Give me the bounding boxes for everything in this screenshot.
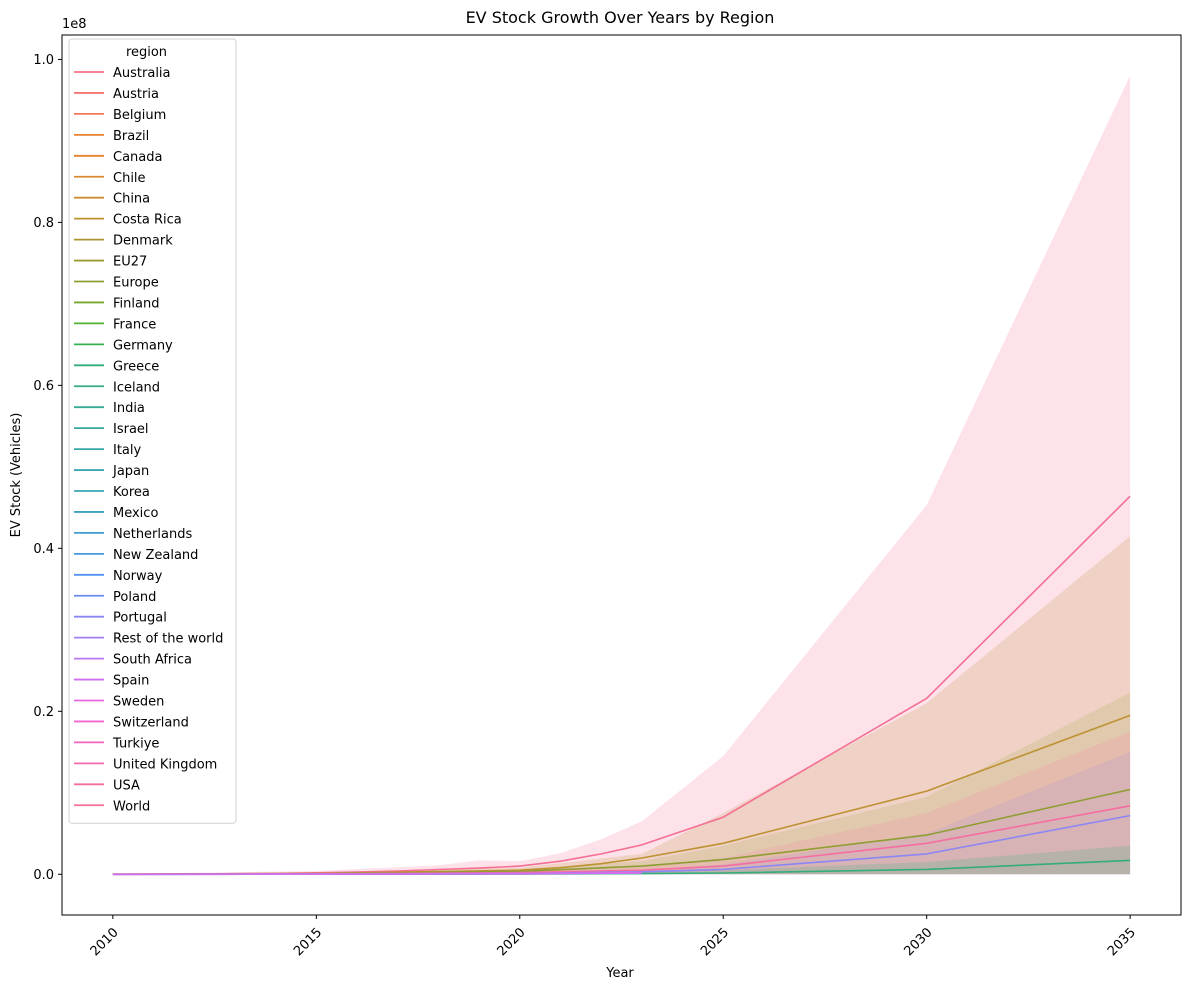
band-greece <box>112 845 1131 875</box>
legend: region Australia Austria Belgium Brazil Canad… <box>68 38 237 824</box>
y-tick-label: 0.6 <box>33 379 54 394</box>
legend-label-greece: Greece <box>113 359 159 374</box>
x-axis: 2010 2015 2020 2025 2030 2035 <box>88 915 1139 959</box>
legend-label-norway: Norway <box>113 569 163 584</box>
legend-label-japan: Japan <box>112 464 149 479</box>
y-tick-label: 0.0 <box>33 868 54 883</box>
legend-label-denmark: Denmark <box>113 234 173 249</box>
plot-frame <box>61 34 1182 916</box>
legend-label-sweden: Sweden <box>113 695 164 710</box>
band-world <box>112 75 1131 875</box>
legend-label-new-zealand: New Zealand <box>113 548 198 563</box>
y-tick-label: 0.4 <box>33 542 54 557</box>
y-offset-label: 1e8 <box>62 17 87 32</box>
x-tick-label: 2030 <box>902 925 936 959</box>
legend-label-israel: Israel <box>113 422 149 437</box>
legend-label-korea: Korea <box>113 485 150 500</box>
legend-label-china: China <box>113 192 150 207</box>
legend-label-chile: Chile <box>113 171 146 186</box>
legend-label-rest-of-the-world: Rest of the world <box>113 632 223 647</box>
legend-label-poland: Poland <box>113 590 156 605</box>
x-axis-label: Year <box>605 966 634 981</box>
legend-label-india: India <box>113 401 145 416</box>
legend-label-canada: Canada <box>113 150 162 165</box>
legend-label-italy: Italy <box>113 443 142 458</box>
x-tick-label: 2020 <box>495 925 529 959</box>
series-lines <box>112 495 1131 876</box>
legend-label-eu27: EU27 <box>113 255 147 270</box>
legend-title: region <box>126 45 167 60</box>
band-usa <box>112 731 1131 875</box>
legend-label-finland: Finland <box>113 296 159 311</box>
x-tick-label: 2015 <box>291 925 325 959</box>
y-axis: 0.0 0.2 0.4 0.6 0.8 1.0 <box>33 53 62 883</box>
legend-label-united-kingdom: United Kingdom <box>113 757 217 772</box>
band-europe <box>112 692 1131 875</box>
legend-label-australia: Australia <box>113 66 171 81</box>
legend-label-world: World <box>113 799 150 814</box>
legend-label-usa: USA <box>113 778 140 793</box>
y-tick-label: 0.2 <box>33 705 54 720</box>
legend-label-belgium: Belgium <box>113 108 166 123</box>
x-tick-label: 2010 <box>88 925 122 959</box>
legend-label-austria: Austria <box>113 87 159 102</box>
legend-label-germany: Germany <box>113 338 173 353</box>
band-china <box>112 536 1131 875</box>
legend-label-portugal: Portugal <box>113 611 167 626</box>
legend-label-europe: Europe <box>113 276 159 291</box>
x-tick-label: 2035 <box>1105 925 1139 959</box>
legend-label-switzerland: Switzerland <box>113 715 189 730</box>
legend-label-south-africa: South Africa <box>113 653 192 668</box>
legend-label-iceland: Iceland <box>113 380 160 395</box>
band-portugal <box>112 752 1131 875</box>
legend-label-france: France <box>113 317 156 332</box>
legend-label-spain: Spain <box>113 674 149 689</box>
x-tick-label: 2025 <box>698 925 732 959</box>
legend-label-mexico: Mexico <box>113 506 158 521</box>
legend-label-netherlands: Netherlands <box>113 527 192 542</box>
plot-area <box>62 35 1181 915</box>
y-tick-label: 0.8 <box>33 216 54 231</box>
y-axis-label: EV Stock (Vehicles) <box>9 413 24 538</box>
legend-label-turkiye: Turkiye <box>112 736 159 751</box>
chart-title: EV Stock Growth Over Years by Region <box>466 8 775 27</box>
legend-box <box>68 38 237 824</box>
legend-label-brazil: Brazil <box>113 129 149 144</box>
confidence-bands <box>112 75 1131 875</box>
series-line-spain <box>112 872 642 876</box>
legend-label-costa-rica: Costa Rica <box>113 213 182 228</box>
y-tick-label: 1.0 <box>33 53 54 68</box>
